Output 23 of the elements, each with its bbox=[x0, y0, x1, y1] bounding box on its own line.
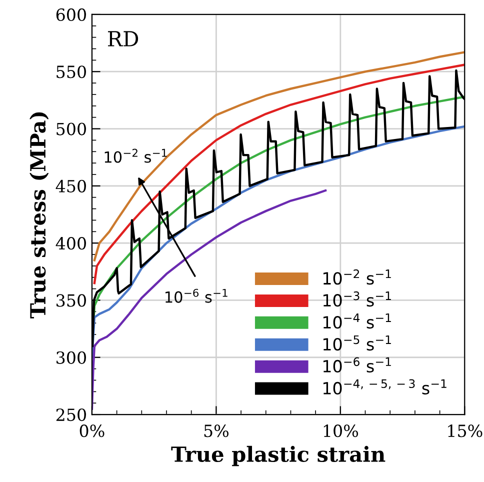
legend-label: 10$^{−4}$ s$^{−1}$ bbox=[323, 313, 391, 329]
y-tick-label: 500 bbox=[56, 122, 86, 136]
x-tick-label: 15% bbox=[448, 424, 482, 438]
annotation: 10$^{−2}$ s$^{−1}$ bbox=[104, 148, 167, 163]
y-tick-label: 550 bbox=[56, 66, 86, 78]
y-tick-label: 400 bbox=[56, 237, 86, 250]
legend-label: 10$^{−6}$ s$^{−1}$ bbox=[323, 357, 391, 373]
x-tick-label: 0% bbox=[80, 424, 104, 438]
legend-label: 10$^{−4,−5,−3}$ s$^{−1}$ bbox=[323, 379, 446, 394]
annotation: 10$^{−6}$ s$^{−1}$ bbox=[166, 288, 228, 303]
y-tick-label: 250 bbox=[56, 408, 86, 422]
x-tick-label: 10% bbox=[324, 424, 358, 438]
legend-label: 10$^{−2}$ s$^{−1}$ bbox=[323, 269, 391, 285]
x-axis-title: True plastic strain bbox=[171, 446, 386, 466]
y-tick-label: 600 bbox=[56, 8, 86, 22]
y-axis-title: True stress (MPa) bbox=[30, 112, 49, 318]
annotation: RD bbox=[108, 31, 138, 46]
x-tick-label: 5% bbox=[204, 424, 228, 438]
legend-label: 10$^{−5}$ s$^{−1}$ bbox=[323, 335, 391, 351]
y-tick-label: 450 bbox=[56, 180, 86, 192]
y-tick-label: 300 bbox=[56, 351, 86, 364]
y-tick-label: 350 bbox=[56, 294, 86, 307]
legend-label: 10$^{−3}$ s$^{−1}$ bbox=[323, 291, 391, 307]
